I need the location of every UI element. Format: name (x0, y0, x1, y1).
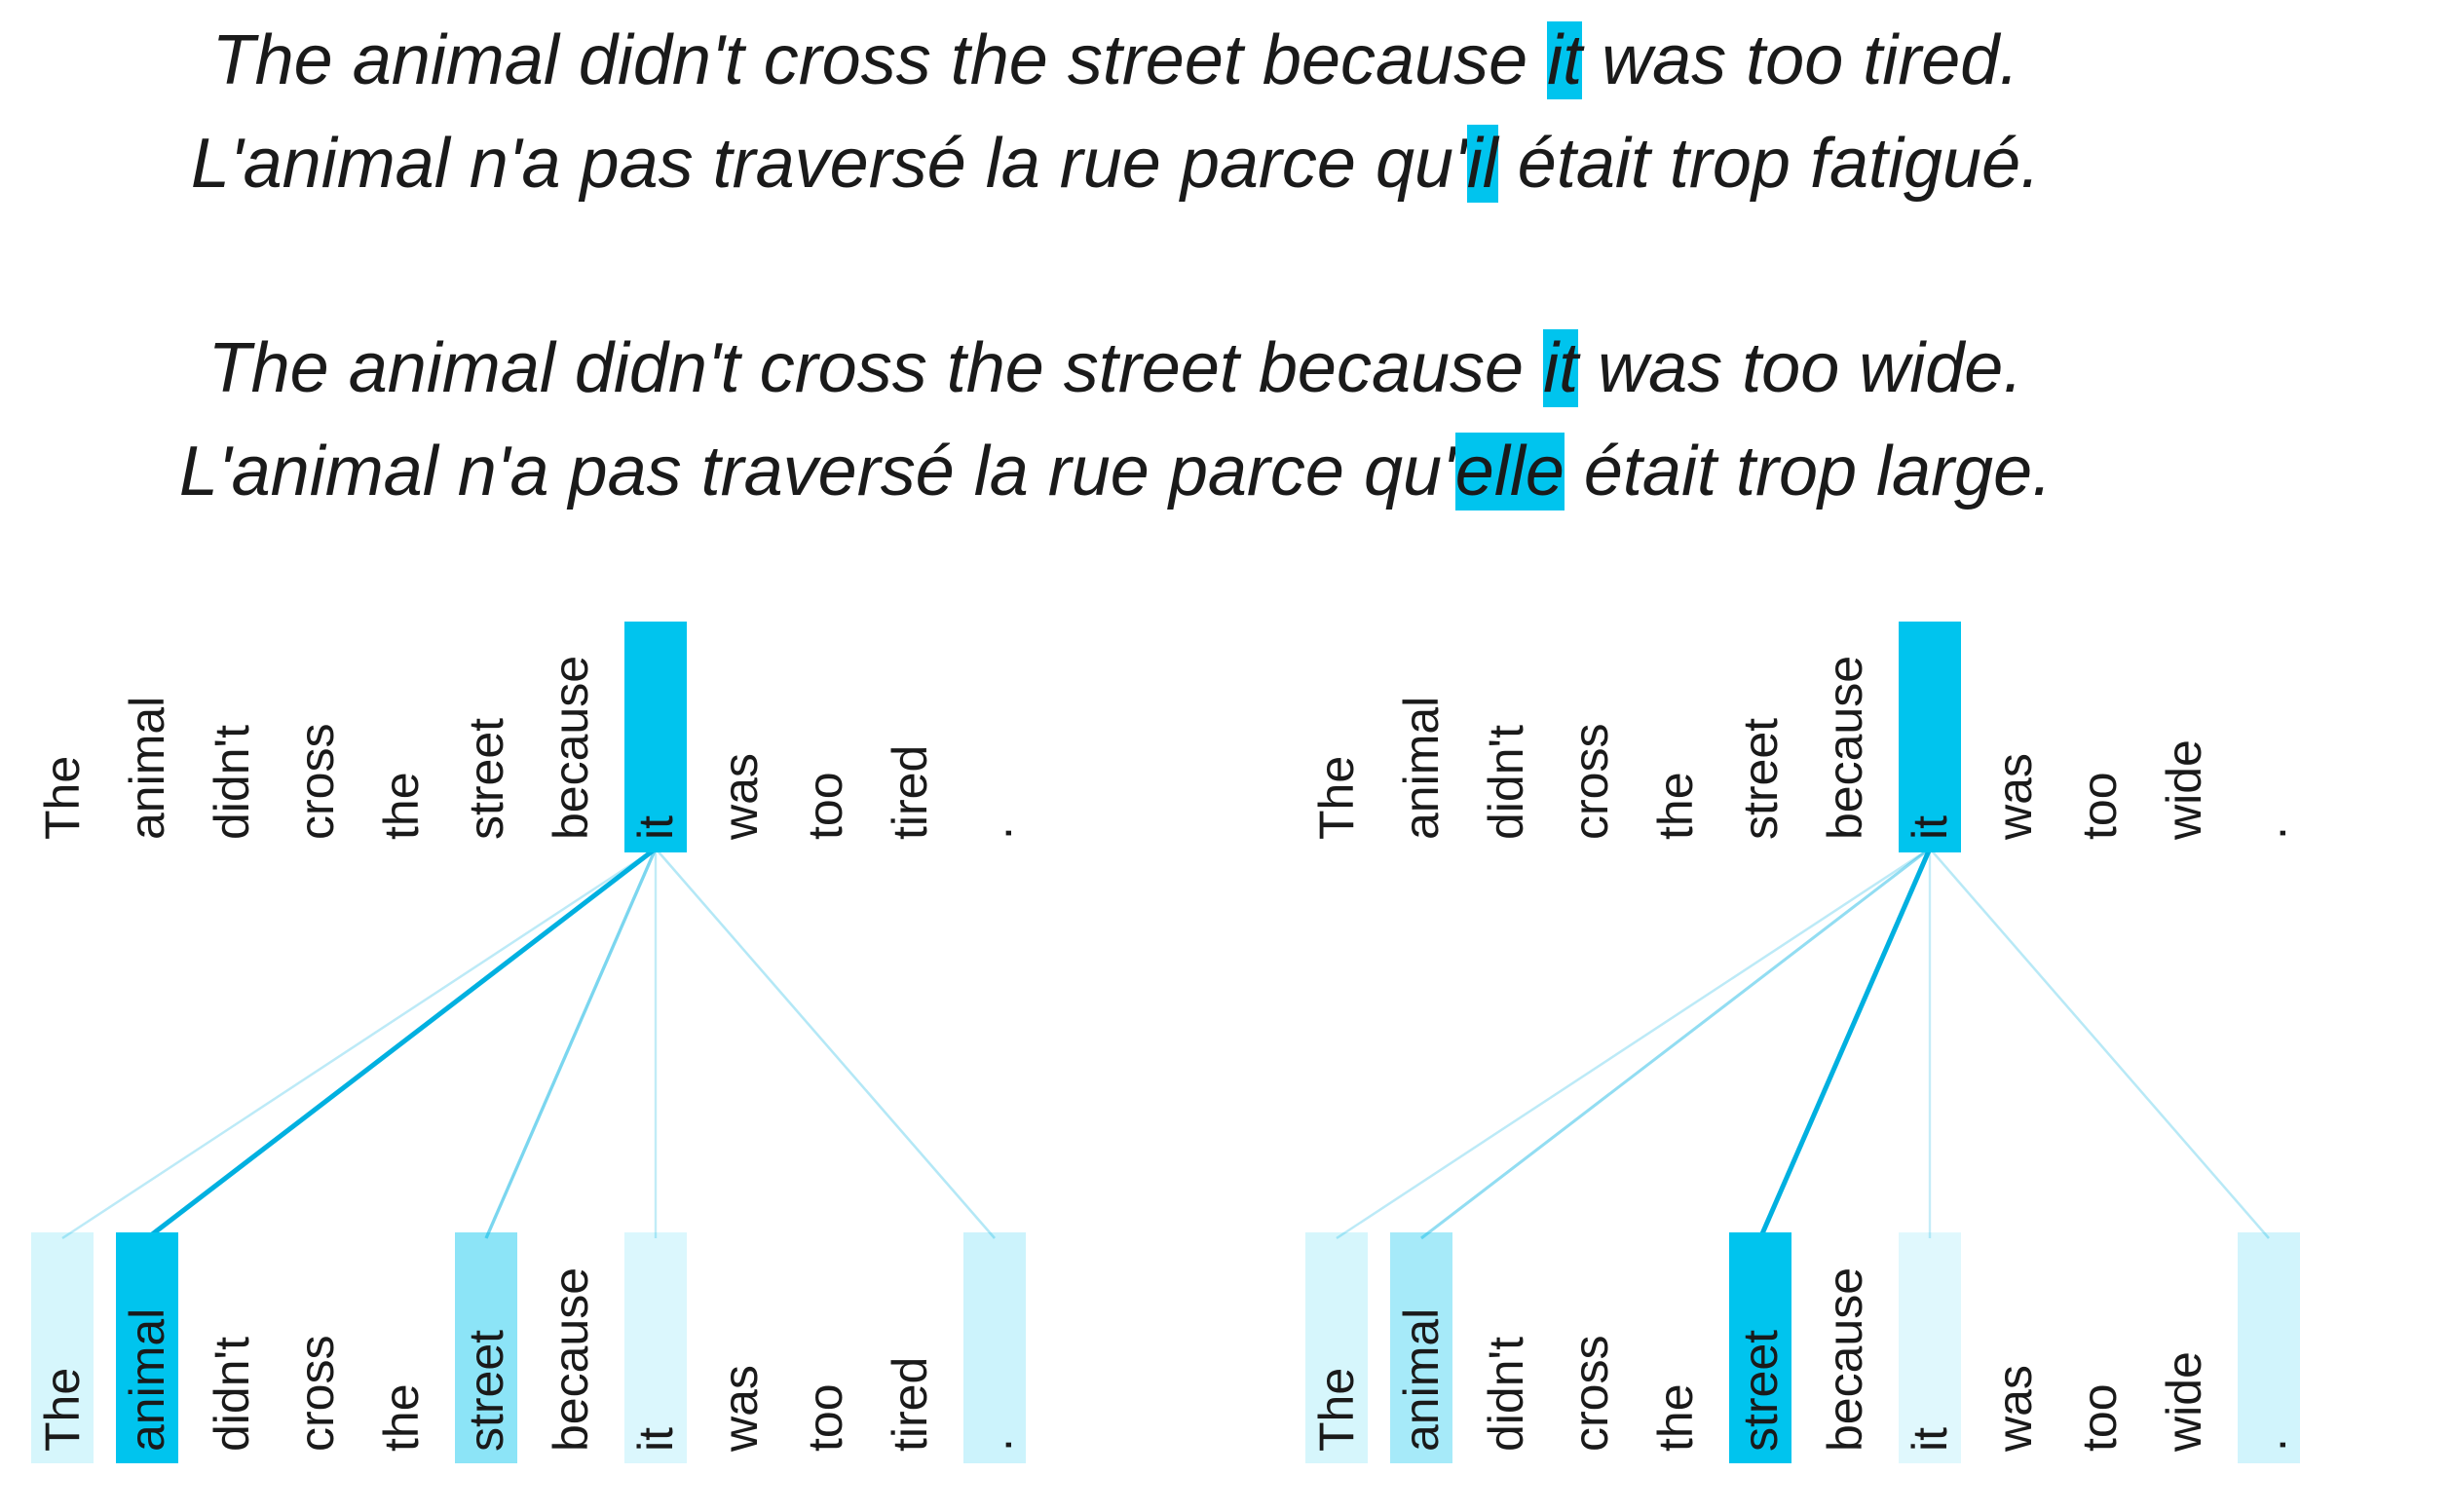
bottom-token-label: didn't (205, 1337, 259, 1452)
bottom-token-label: street (1733, 1330, 1788, 1452)
bottom-token-label: street (459, 1330, 513, 1452)
top-token-label: was (1987, 753, 2042, 841)
bottom-token-label: too (2072, 1383, 2127, 1452)
top-token-label: didn't (1479, 725, 1533, 840)
bottom-token-label: was (1987, 1365, 2042, 1453)
bottom-token-label: animal (120, 1308, 174, 1452)
attention-weight-cell (2238, 1232, 2300, 1463)
bottom-token-label: The (1309, 1368, 1364, 1452)
query-token-highlight (624, 622, 687, 852)
bottom-token-label: tired (883, 1357, 937, 1452)
top-token-label: didn't (205, 725, 259, 840)
top-token-label: animal (120, 697, 174, 840)
english-sentence-tired: The animal didn't cross the street becau… (211, 21, 2019, 99)
top-token-label: animal (1394, 697, 1449, 840)
top-token-label: . (967, 826, 1022, 840)
attention-line- (1929, 848, 2270, 1239)
bottom-token-label: cross (1564, 1336, 1618, 1452)
attention-line-animal (1420, 847, 1931, 1240)
top-token-label: too (2072, 772, 2127, 840)
attention-weight-cell (31, 1232, 94, 1463)
highlight-it: it (1547, 21, 1583, 99)
attention-weight-cell (1729, 1232, 1791, 1463)
bottom-token-label: because (1818, 1267, 1872, 1452)
top-token-label: The (1309, 756, 1364, 840)
top-token-label: cross (1564, 724, 1618, 840)
attention-line-The (61, 847, 657, 1240)
attention-line-animal (145, 847, 658, 1240)
bottom-token-label: too (798, 1383, 852, 1452)
top-token-label: too (798, 772, 852, 840)
attention-line- (655, 848, 996, 1239)
bottom-token-label: the (374, 1383, 429, 1452)
bottom-token-label: wide (2157, 1351, 2211, 1453)
bottom-token-label: because (544, 1267, 598, 1452)
bottom-token-label: the (1648, 1383, 1703, 1452)
highlight-il: il (1466, 125, 1498, 203)
top-token-label: the (1648, 772, 1703, 840)
attention-weight-cell (1305, 1232, 1368, 1463)
attention-weight-cell (963, 1232, 1026, 1463)
french-sentence-fatigue: L'animal n'a pas traversé la rue parce q… (190, 125, 2041, 203)
bottom-token-label: was (713, 1365, 768, 1453)
attention-line-street (484, 848, 658, 1239)
top-token-label: tired (883, 745, 937, 840)
top-token-label: cross (289, 724, 344, 840)
attention-weight-cell (455, 1232, 517, 1463)
attention-weight-cell (1899, 1232, 1961, 1463)
bottom-token-label: it (628, 1427, 683, 1452)
top-token-label: street (1733, 718, 1788, 840)
top-token-label: was (713, 753, 768, 841)
top-token-label: because (1818, 656, 1872, 840)
top-token-label: street (459, 718, 513, 840)
bottom-token-label: animal (1394, 1308, 1449, 1452)
top-token-label: it (628, 815, 683, 840)
attention-panel-2: The The animal animal didn't didn't cross cross… (1305, 622, 2300, 1463)
bottom-token-label: it (1903, 1427, 1957, 1452)
attention-weight-cell (116, 1232, 178, 1463)
top-token-label: it (1903, 815, 1957, 840)
highlight-it: it (1543, 329, 1579, 407)
attention-line-street (1757, 848, 1933, 1239)
french-sentence-large: L'animal n'a pas traversé la rue parce q… (178, 433, 2053, 510)
attention-line-The (1336, 847, 1931, 1240)
query-token-highlight (1899, 622, 1961, 852)
highlight-elle: elle (1454, 433, 1565, 510)
top-token-label: wide (2157, 739, 2211, 841)
top-token-label: The (35, 756, 90, 840)
top-token-label: . (2242, 826, 2296, 840)
top-token-label: because (544, 656, 598, 840)
bottom-token-label: . (2242, 1438, 2296, 1452)
bottom-token-label: didn't (1479, 1337, 1533, 1452)
bottom-token-label: . (967, 1438, 1022, 1452)
bottom-token-label: cross (289, 1336, 344, 1452)
bottom-token-label: The (35, 1368, 90, 1452)
english-sentence-wide: The animal didn't cross the street becau… (207, 329, 2023, 407)
attention-weight-cell (1390, 1232, 1452, 1463)
attention-weight-cell (624, 1232, 687, 1463)
top-token-label: the (374, 772, 429, 840)
attention-panel-1: The The animal animal didn't didn't cross cross… (31, 622, 1026, 1463)
